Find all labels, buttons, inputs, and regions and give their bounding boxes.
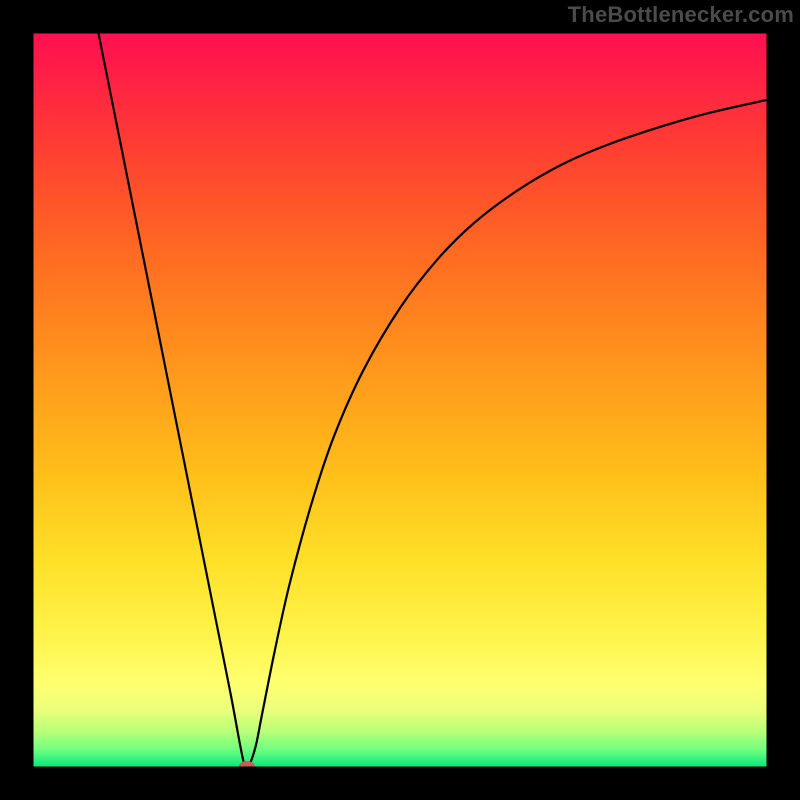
chart-svg bbox=[0, 0, 800, 800]
chart-container: TheBottlenecker.com bbox=[0, 0, 800, 800]
plot-gradient-background bbox=[32, 32, 768, 768]
watermark-text: TheBottlenecker.com bbox=[568, 2, 794, 28]
